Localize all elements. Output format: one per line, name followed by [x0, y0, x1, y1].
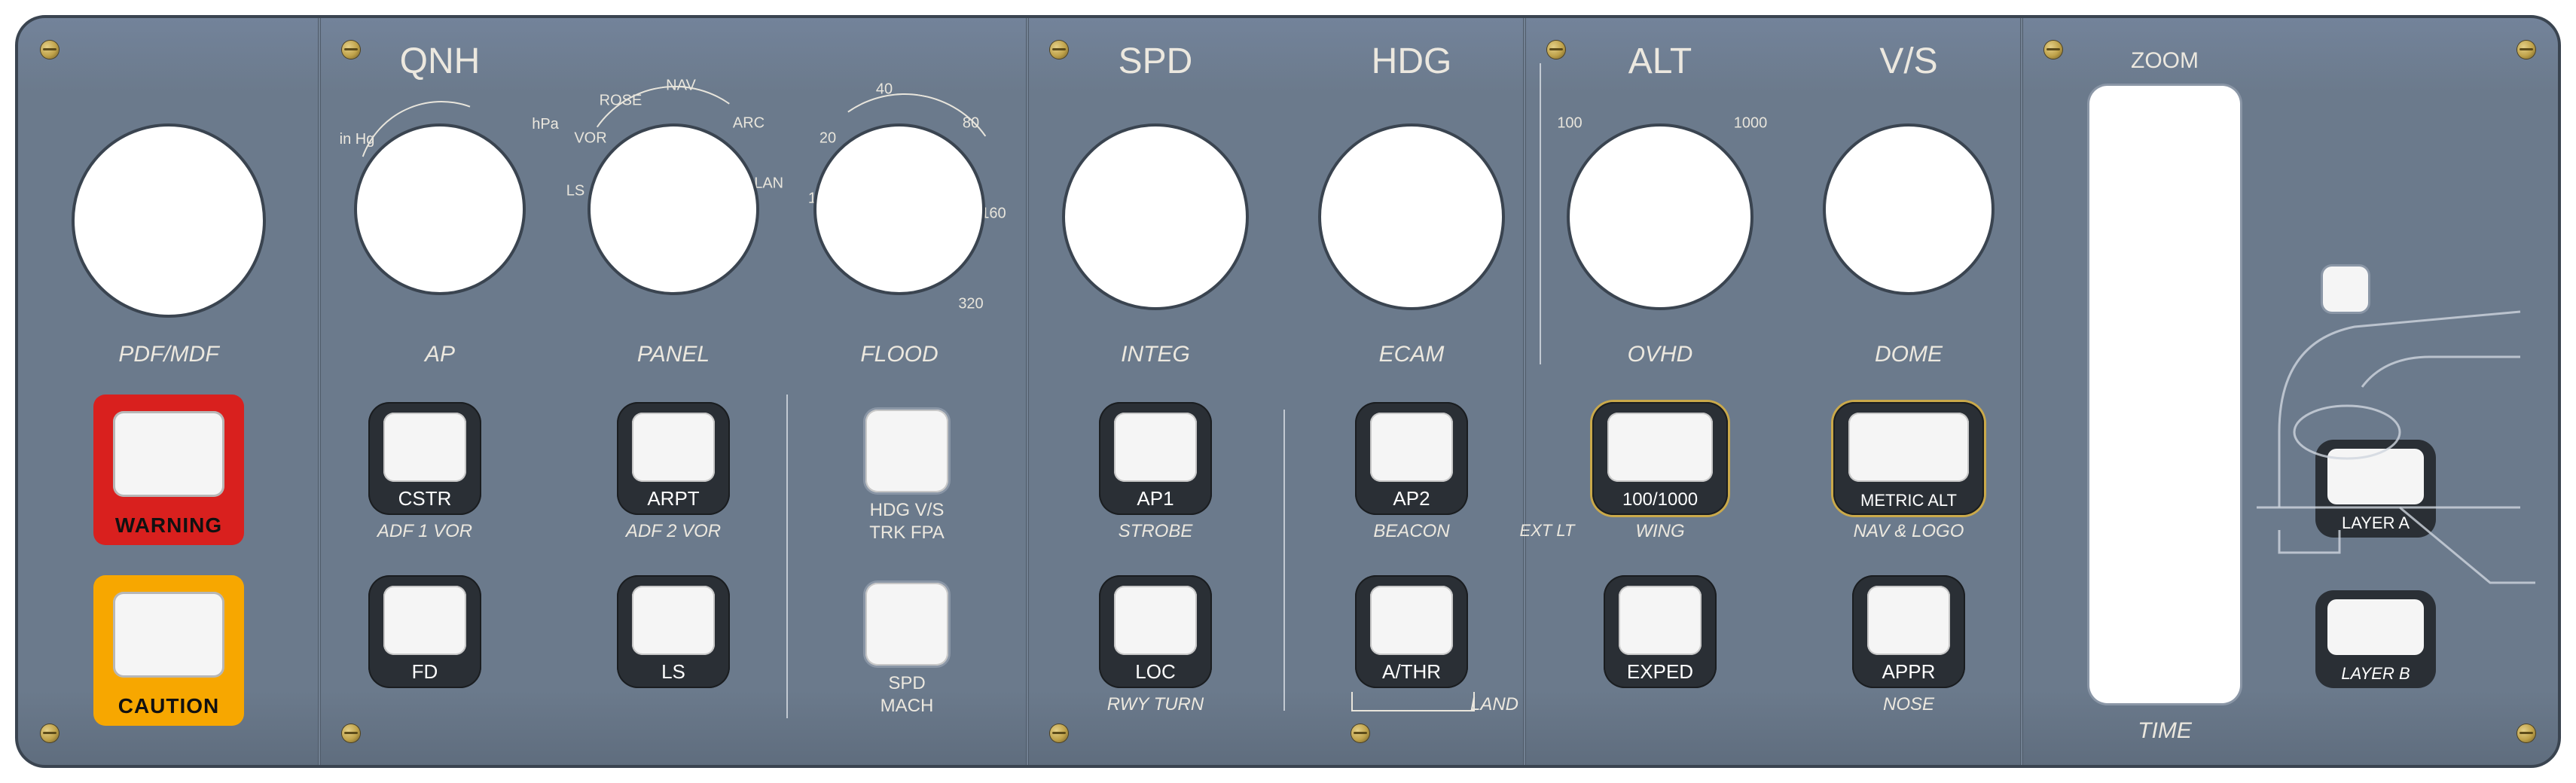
metric-alt-cap: METRIC ALT [1833, 491, 1984, 510]
screw-icon [2517, 724, 2535, 742]
athr-button[interactable]: A/THR [1355, 575, 1468, 688]
adf1vor-label: ADF 1 VOR [377, 521, 472, 542]
screw-icon [41, 41, 59, 59]
strobe-label: STROBE [1119, 521, 1193, 542]
ls-cap: LS [617, 660, 730, 684]
nose-label: NOSE [1883, 694, 1934, 715]
zoom-display [2089, 86, 2240, 703]
range-320-tick: 320 [958, 296, 983, 313]
arpt-cap: ARPT [617, 487, 730, 510]
exped-cap: EXPED [1604, 660, 1717, 684]
exped-button[interactable]: EXPED [1604, 575, 1717, 688]
dome-label: DOME [1875, 342, 1943, 367]
qnh-hpa-label: hPa [532, 116, 559, 133]
adf2vor-label: ADF 2 VOR [626, 521, 721, 542]
caution-label: CAUTION [93, 694, 244, 718]
pdf-mdf-knob[interactable] [72, 123, 266, 318]
panel-divider-3 [1523, 18, 1526, 765]
vs-header: V/S [1879, 41, 1937, 82]
alt-step-button[interactable]: 100/1000 [1592, 402, 1728, 515]
land-bracket [1351, 692, 1475, 711]
fd-cap: FD [368, 660, 481, 684]
loc-cap: LOC [1099, 660, 1212, 684]
panel-divider-1 [318, 18, 321, 765]
appr-cap: APPR [1852, 660, 1965, 684]
loc-button[interactable]: LOC [1099, 575, 1212, 688]
alt-header: ALT [1628, 41, 1692, 82]
appr-button[interactable]: APPR [1852, 575, 1965, 688]
mach-label: MACH [881, 696, 934, 717]
ap2-cap: AP2 [1355, 487, 1468, 510]
wing-label: WING [1635, 521, 1684, 542]
alt-left-divider [1540, 63, 1541, 364]
spd-label: SPD [888, 673, 925, 694]
ap1-button[interactable]: AP1 [1099, 402, 1212, 515]
time-label: TIME [2138, 718, 2192, 744]
alt-100-tick: 100 [1557, 115, 1582, 133]
layer-b-button[interactable]: LAYER B [2315, 590, 2436, 688]
screw-icon [1547, 41, 1565, 59]
hdgvs-trkfpa-button[interactable] [865, 410, 948, 492]
arpt-button[interactable]: ARPT [617, 402, 730, 515]
screw-icon [2517, 41, 2535, 59]
cstr-button[interactable]: CSTR [368, 402, 481, 515]
aircraft-outline-icon [2234, 206, 2550, 598]
pdf-mdf-label: PDF/MDF [118, 342, 218, 367]
caution-button[interactable]: CAUTION [93, 575, 244, 726]
integ-label: INTEG [1121, 342, 1190, 367]
screw-icon [1050, 724, 1068, 742]
spd-knob[interactable] [1062, 123, 1249, 310]
panel-divider-4 [2020, 18, 2023, 765]
beacon-label: BEACON [1373, 521, 1449, 542]
layer-b-cap: LAYER B [2315, 664, 2436, 684]
land-label: LAND [1470, 694, 1518, 715]
spd-header: SPD [1119, 41, 1193, 82]
range-knob[interactable] [813, 123, 985, 295]
screw-icon [2044, 41, 2062, 59]
zoom-label: ZOOM [2131, 48, 2199, 74]
flood-label: FLOOD [860, 342, 938, 367]
extlt-label: EXT LT [1520, 521, 1575, 541]
trkfpa-label: TRK FPA [869, 523, 945, 544]
qnh-knob[interactable] [354, 123, 526, 295]
panel-label: PANEL [637, 342, 710, 367]
ovhd-label: OVHD [1628, 342, 1693, 367]
screw-icon [1050, 41, 1068, 59]
cstr-cap: CSTR [368, 487, 481, 510]
screw-icon [342, 41, 360, 59]
ap2-button[interactable]: AP2 [1355, 402, 1468, 515]
ecam-label: ECAM [1379, 342, 1445, 367]
ls-button[interactable]: LS [617, 575, 730, 688]
alt-1000-tick: 1000 [1734, 115, 1768, 133]
ap-label: AP [425, 342, 455, 367]
fd-button[interactable]: FD [368, 575, 481, 688]
hdg-knob[interactable] [1318, 123, 1505, 310]
section3-sub-divider [1283, 410, 1285, 711]
screw-icon [1351, 724, 1369, 742]
metric-alt-button[interactable]: METRIC ALT [1833, 402, 1984, 515]
alt-step-cap: 100/1000 [1592, 489, 1728, 510]
ap1-cap: AP1 [1099, 487, 1212, 510]
screw-icon [41, 724, 59, 742]
section2-sub-divider [786, 395, 788, 718]
alt-knob[interactable] [1567, 123, 1753, 310]
navlogo-label: NAV & LOGO [1854, 521, 1964, 542]
rwyturn-label: RWY TURN [1107, 694, 1204, 715]
qnh-header: QNH [400, 41, 481, 82]
rose-mode-knob[interactable] [588, 123, 759, 295]
screw-icon [342, 724, 360, 742]
hdg-header: HDG [1372, 41, 1452, 82]
warning-label: WARNING [93, 513, 244, 538]
panel-divider-2 [1026, 18, 1029, 765]
athr-cap: A/THR [1355, 660, 1468, 684]
fcu-chassis: PDF/MDF WARNING CAUTION QNH in Hg hPa AP… [15, 15, 2561, 768]
vs-knob[interactable] [1823, 123, 1995, 295]
spd-mach-button[interactable] [865, 583, 948, 666]
warning-button[interactable]: WARNING [93, 395, 244, 545]
hdgvs-label: HDG V/S [870, 500, 945, 521]
